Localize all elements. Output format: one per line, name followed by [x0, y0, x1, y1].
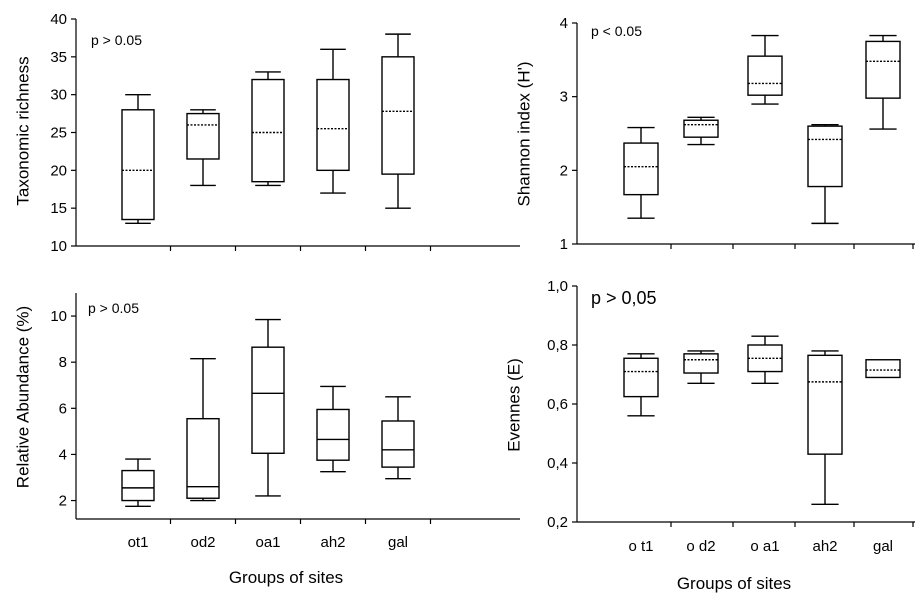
box-ot1 [623, 353, 659, 417]
y-tick-label: 2 [560, 162, 568, 179]
x-tick-label: ah2 [812, 538, 837, 555]
x-tick-label: gal [873, 538, 893, 555]
box-oa1 [251, 71, 285, 187]
box-iqr [683, 119, 719, 138]
box-od2 [683, 116, 719, 146]
y-tick-label: 6 [59, 400, 67, 417]
box-ah2 [316, 385, 350, 473]
box-gal [381, 33, 415, 209]
box-ah2 [316, 48, 350, 194]
box-iqr [186, 417, 220, 499]
y-axis-label: Shannon index (H') [514, 62, 533, 207]
box-oa1 [251, 318, 285, 497]
box-iqr [316, 408, 350, 461]
box-iqr [683, 353, 719, 374]
box-ot1 [121, 458, 155, 508]
box-iqr [251, 78, 285, 183]
y-tick-label: 1 [560, 236, 568, 253]
p-value-annotation: p > 0,05 [591, 288, 657, 308]
box-iqr [186, 112, 220, 160]
y-tick-label: 8 [59, 354, 67, 371]
x-tick-label: o t1 [628, 538, 653, 555]
y-tick-label: 40 [50, 11, 67, 28]
y-tick-label: 0,6 [547, 396, 568, 413]
box-iqr [865, 359, 901, 379]
box-ot1 [623, 126, 659, 219]
box-ah2 [807, 350, 843, 505]
y-tick-label: 0,2 [547, 514, 568, 531]
box-iqr [865, 40, 901, 99]
box-iqr [121, 109, 155, 221]
y-tick-label: 15 [50, 200, 67, 217]
box-iqr [747, 55, 783, 96]
y-axis-label: Relative Abundance (%) [13, 306, 32, 488]
y-tick-label: 2 [59, 493, 67, 510]
x-tick-label: oa1 [255, 534, 280, 551]
box-od2 [186, 109, 220, 187]
axes [71, 293, 520, 524]
box-iqr [381, 56, 415, 175]
x-axis-label: Groups of sites [677, 574, 791, 593]
y-tick-label: 1,0 [547, 278, 568, 295]
p-value-annotation: p > 0.05 [88, 300, 139, 316]
x-axis-label: Groups of sites [229, 568, 343, 587]
box-iqr [623, 357, 659, 398]
box-od2 [683, 350, 719, 385]
x-tick-label: o a1 [750, 538, 779, 555]
box-iqr [381, 420, 415, 468]
chart-panel-1: 10 15 20 25 30 35 40 Taxonomic richness p > 0.05 [13, 11, 520, 255]
box-oa1 [747, 335, 783, 385]
y-axis-label: Taxonomic richness [13, 56, 32, 205]
box-iqr [807, 125, 843, 188]
y-tick-label: 4 [59, 446, 67, 463]
axes [572, 22, 915, 249]
x-tick-label: o d2 [686, 538, 715, 555]
y-tick-label: 4 [560, 15, 568, 32]
y-tick-label: 20 [50, 162, 67, 179]
x-tick-label: ah2 [320, 534, 345, 551]
box-iqr [623, 142, 659, 196]
chart-panel-2: 1 2 3 4 Shannon index (H') p < 0.05 [514, 15, 915, 253]
y-tick-label: 30 [50, 87, 67, 104]
box-gal [381, 396, 415, 480]
axes [71, 18, 520, 251]
box-iqr [251, 346, 285, 454]
p-value-annotation: p > 0.05 [91, 32, 142, 48]
y-tick-label: 3 [560, 89, 568, 106]
y-tick-label: 0,8 [547, 337, 568, 354]
x-tick-label: od2 [190, 534, 215, 551]
box-iqr [121, 469, 155, 502]
p-value-annotation: p < 0.05 [591, 23, 642, 39]
box-ot1 [121, 93, 155, 225]
box-iqr [316, 78, 350, 172]
x-tick-label: gal [388, 534, 408, 551]
x-tick-label: ot1 [128, 534, 149, 551]
box-ah2 [807, 123, 843, 225]
box-od2 [186, 358, 220, 502]
y-tick-label: 10 [50, 308, 67, 325]
chart-panel-4: 0,2 0,4 0,6 0,8 1,0 o t1 o d2 o a1 ah2 gal Groups … [504, 278, 915, 593]
box-gal [865, 34, 901, 130]
y-tick-label: 25 [50, 125, 67, 142]
y-tick-label: 35 [50, 49, 67, 66]
y-tick-label: 0,4 [547, 455, 568, 472]
y-tick-label: 10 [50, 238, 67, 255]
box-iqr [807, 354, 843, 455]
chart-panel-3: 2 4 6 8 10 ot1 od2 oa1 ah2 gal Groups of sites Rela… [13, 293, 520, 587]
axes [572, 285, 915, 527]
box-oa1 [747, 34, 783, 105]
y-axis-label: Evennes (E) [504, 358, 523, 452]
box-gal [865, 359, 901, 379]
